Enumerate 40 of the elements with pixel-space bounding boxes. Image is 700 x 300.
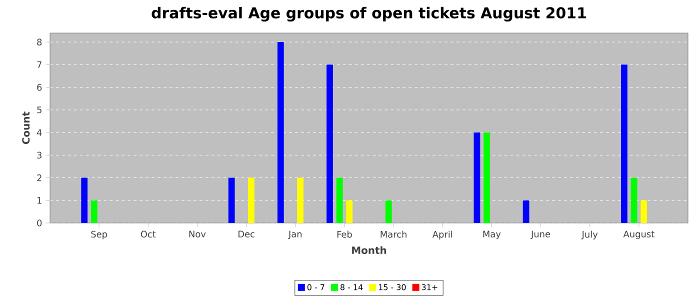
x-tick-label: Oct — [140, 230, 156, 238]
y-axis-title: Count — [22, 112, 30, 144]
bar — [385, 200, 392, 223]
y-tick-label: 5 — [37, 106, 42, 114]
y-tick-label: 1 — [38, 197, 42, 204]
x-tick-label: Sep — [91, 230, 108, 240]
bar — [81, 178, 88, 223]
bar — [336, 178, 343, 223]
y-tick-label: 0 — [37, 220, 42, 226]
x-tick-label: March — [380, 230, 406, 238]
y-tick-label: 2 — [37, 174, 42, 182]
x-tick-label: August — [623, 230, 654, 240]
bar — [248, 178, 254, 223]
bar — [621, 64, 628, 223]
bar — [484, 132, 490, 223]
x-tick-label: May — [483, 230, 501, 240]
bar — [346, 200, 353, 223]
x-tick-label: June — [530, 230, 550, 240]
x-tick-label: April — [432, 230, 452, 240]
y-tick-label: 7 — [37, 61, 42, 68]
y-tick-label: 4 — [36, 129, 42, 136]
chart-title: drafts-eval Age groups of open tickets August 2011 — [152, 6, 586, 22]
bar — [640, 200, 648, 223]
bar — [277, 42, 284, 223]
bar — [297, 178, 304, 223]
x-tick-label: Jan — [288, 230, 302, 240]
y-tick-label: 8 — [37, 38, 42, 46]
bar — [474, 132, 480, 223]
y-tick-label: 3 — [37, 152, 42, 159]
x-axis-title: Month — [352, 246, 386, 254]
x-tick-label: Feb — [337, 230, 352, 238]
bar — [90, 200, 98, 223]
x-tick-label: Dec — [238, 230, 254, 238]
bar — [522, 200, 530, 223]
x-tick-label: Nov — [189, 230, 206, 238]
bar — [228, 178, 235, 223]
y-tick-label: 6 — [37, 84, 42, 91]
bar — [326, 64, 333, 223]
x-tick-label: July — [581, 230, 598, 240]
bar — [630, 178, 638, 223]
